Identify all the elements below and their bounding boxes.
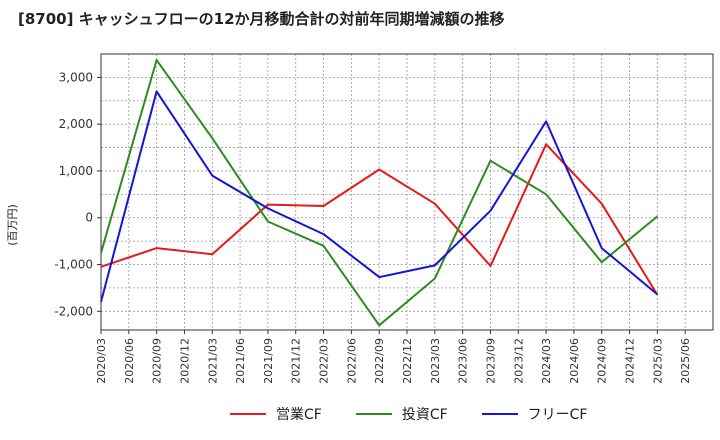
- legend-swatch-investing-cf: [355, 413, 392, 415]
- y-tick-label: -2,000: [54, 304, 93, 318]
- legend-swatch-operating-cf: [230, 413, 266, 415]
- x-tick-label: 2021/09: [262, 338, 275, 384]
- x-tick-label: 2021/12: [290, 338, 303, 384]
- x-tick-label: 2023/09: [484, 338, 497, 384]
- y-tick-label: 1,000: [59, 164, 93, 178]
- series-line-investing-cf: [100, 59, 659, 327]
- x-tick-label: 2024/03: [540, 338, 553, 384]
- legend: 営業CF 投資CF フリーCF: [230, 404, 587, 424]
- legend-item-investing-cf: 投資CF: [355, 404, 448, 424]
- legend-label-operating-cf: 営業CF: [276, 407, 322, 423]
- x-tick-label: 2020/03: [95, 338, 108, 384]
- legend-label-investing-cf: 投資CF: [401, 407, 448, 423]
- legend-swatch-free-cf: [481, 413, 518, 415]
- x-tick-label: 2021/03: [206, 338, 219, 384]
- legend-item-operating-cf: 営業CF: [230, 404, 322, 424]
- y-tick-label: -1,000: [54, 258, 93, 272]
- x-tick-label: 2024/12: [624, 338, 637, 384]
- y-tick-label: 2,000: [59, 117, 93, 131]
- x-tick-label: 2024/06: [568, 338, 581, 384]
- x-tick-label: 2020/09: [151, 338, 164, 384]
- x-tick-label: 2022/09: [373, 338, 386, 384]
- y-tick-label: 0: [85, 211, 93, 225]
- x-tick-label: 2023/12: [512, 338, 525, 384]
- x-tick-label: 2022/12: [401, 338, 414, 384]
- x-tick-label: 2020/06: [123, 338, 136, 384]
- x-tick-label: 2025/06: [679, 338, 692, 384]
- x-tick-label: 2023/03: [429, 338, 442, 384]
- legend-label-free-cf: フリーCF: [527, 407, 588, 423]
- x-tick-label: 2020/12: [178, 338, 191, 384]
- chart-title: [8700] キャッシュフローの12か月移動合計の対前年同期増減額の推移: [18, 10, 505, 28]
- x-tick-label: 2022/03: [318, 338, 331, 384]
- y-tick-label: 3,000: [59, 70, 93, 84]
- series-line-free-cf: [100, 90, 659, 303]
- x-tick-label: 2025/03: [651, 338, 664, 384]
- x-tick-label: 2021/06: [234, 338, 247, 384]
- legend-item-free-cf: フリーCF: [481, 404, 588, 424]
- x-tick-label: 2024/09: [596, 338, 609, 384]
- x-tick-label: 2023/06: [457, 338, 470, 384]
- x-tick-label: 2022/06: [345, 338, 358, 384]
